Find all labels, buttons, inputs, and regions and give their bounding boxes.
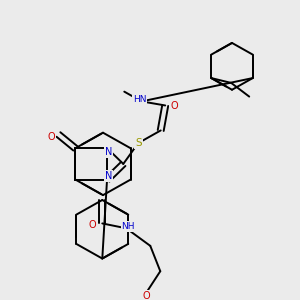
Text: O: O <box>170 101 178 111</box>
Text: O: O <box>48 132 55 142</box>
Text: O: O <box>88 220 96 230</box>
Text: N: N <box>105 171 112 181</box>
Text: N: N <box>105 147 112 157</box>
Text: O: O <box>142 291 150 300</box>
Text: NH: NH <box>122 222 135 231</box>
Text: HN: HN <box>133 95 146 104</box>
Text: S: S <box>135 138 142 148</box>
